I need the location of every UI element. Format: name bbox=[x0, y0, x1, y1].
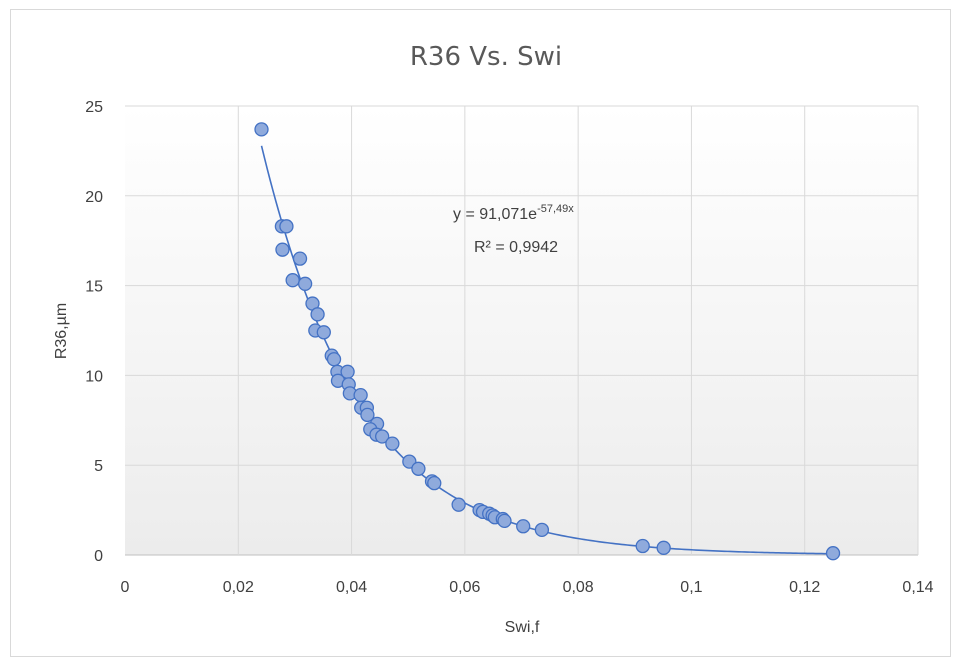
y-tick-label: 5 bbox=[94, 458, 103, 475]
x-tick-label: 0,08 bbox=[563, 579, 594, 596]
trendline-equation: y = 91,071e-57,49x bbox=[453, 203, 574, 223]
data-point bbox=[516, 519, 531, 534]
data-point bbox=[353, 388, 368, 403]
x-tick-label: 0,06 bbox=[449, 579, 480, 596]
gridlines bbox=[125, 105, 919, 556]
data-point bbox=[451, 497, 466, 512]
data-point bbox=[254, 122, 269, 137]
data-point bbox=[360, 407, 375, 423]
y-tick-label: 0 bbox=[94, 548, 103, 565]
data-point bbox=[534, 522, 550, 538]
data-point bbox=[292, 251, 308, 266]
x-axis-ticks: 0 0,02 0,04 0,06 0,08 0,1 0,12 0,14 bbox=[121, 579, 934, 596]
y-tick-label: 15 bbox=[85, 279, 103, 296]
data-point bbox=[285, 273, 300, 288]
y-tick-label: 10 bbox=[85, 368, 103, 385]
x-tick-label: 0,04 bbox=[336, 579, 367, 596]
data-point bbox=[385, 436, 400, 451]
x-axis-label: Swi,f bbox=[505, 619, 540, 636]
equation-base: y = 91,071e bbox=[453, 206, 537, 223]
x-tick-label: 0,14 bbox=[902, 579, 933, 596]
plot-background bbox=[125, 106, 918, 555]
plot-area bbox=[125, 106, 918, 555]
y-tick-label: 25 bbox=[85, 99, 103, 116]
chart-title: R36 Vs. Swi bbox=[410, 42, 562, 72]
data-point bbox=[316, 325, 331, 340]
data-point bbox=[279, 219, 294, 234]
data-point bbox=[375, 429, 390, 444]
data-point bbox=[427, 476, 442, 491]
y-tick-label: 20 bbox=[85, 189, 103, 206]
data-point bbox=[825, 546, 841, 561]
x-tick-label: 0,02 bbox=[223, 579, 254, 596]
data-point bbox=[411, 461, 426, 476]
data-points bbox=[254, 122, 841, 561]
data-point bbox=[656, 540, 671, 555]
x-tick-label: 0,1 bbox=[680, 579, 702, 596]
equation-exponent: -57,49x bbox=[537, 203, 574, 215]
data-point bbox=[635, 538, 650, 554]
y-axis-label: R36,µm bbox=[53, 303, 70, 359]
data-point bbox=[326, 352, 342, 367]
x-tick-label: 0,12 bbox=[789, 579, 820, 596]
r-squared: R² = 0,9942 bbox=[474, 239, 558, 256]
data-point bbox=[275, 242, 290, 257]
y-axis-ticks: 0 5 10 15 20 25 bbox=[85, 99, 103, 565]
x-tick-label: 0 bbox=[121, 579, 130, 596]
data-point bbox=[497, 513, 512, 529]
data-point bbox=[297, 276, 313, 291]
data-point bbox=[310, 307, 325, 322]
